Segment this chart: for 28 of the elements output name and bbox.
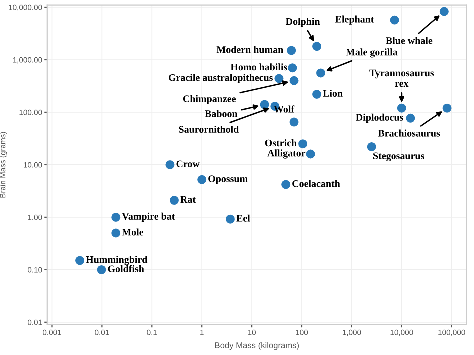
annotation: Dolphin [286, 18, 320, 28]
annotation: Lion [323, 90, 343, 98]
annotation: Hummingbird [86, 256, 148, 266]
annotation: Wolf [274, 106, 295, 113]
annotation: Alligator [268, 150, 306, 159]
annotation: Saurornithold [179, 126, 240, 134]
annotation: Eel [236, 214, 250, 222]
annotation: Chimpanzee [183, 95, 236, 104]
annotation: Ostrich [265, 140, 297, 147]
annotation: Opossum [208, 176, 248, 184]
annotation: Baboon [205, 110, 238, 118]
annotation: Male gorilla [346, 48, 398, 58]
annotation: Modern human [216, 46, 284, 54]
annotation: Vampire bat [122, 212, 176, 222]
annotation: Diplodocus [356, 114, 404, 123]
annotation: Rat [180, 196, 196, 204]
annotation: Stegosaurus [374, 152, 424, 162]
annotation: Homo habilis [230, 64, 288, 71]
annotation: Crow [176, 160, 200, 168]
annotation: Goldfish [108, 265, 144, 272]
annotation: Coelacanth [292, 180, 340, 188]
annotation: Brachiosaurus [378, 130, 440, 137]
x-axis-title: Body Mass (kilograms) [215, 342, 299, 350]
annotation: Gracile australopithecus [169, 74, 273, 84]
annotation: Tyrannosaurus rex [370, 70, 434, 88]
annotation: Elephant [335, 16, 374, 25]
annotation: Mole [122, 228, 144, 236]
annotation: Blue whale [386, 37, 433, 44]
